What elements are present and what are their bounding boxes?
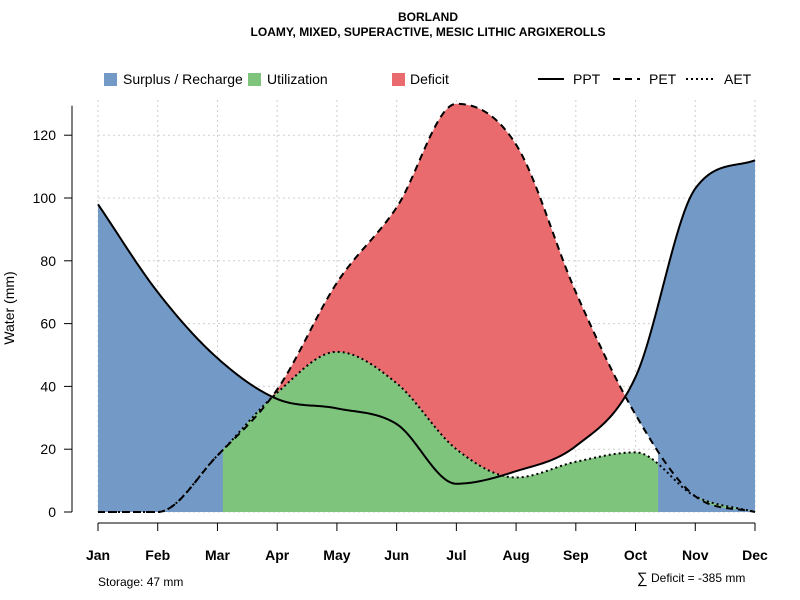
y-tick-label: 20 — [40, 441, 56, 457]
x-tick-label: Jan — [86, 547, 110, 563]
y-tick-label: 120 — [33, 127, 57, 143]
utilization-base-area — [98, 397, 755, 512]
x-tick-label: May — [323, 547, 350, 563]
x-tick-label: Aug — [502, 547, 529, 563]
storage-note: Storage: 47 mm — [98, 575, 183, 589]
legend: Surplus / Recharge Utilization Deficit P… — [104, 71, 752, 87]
legend-label-deficit: Deficit — [410, 71, 449, 87]
series-lines — [97, 102, 756, 513]
legend-swatch-surplus — [104, 73, 117, 86]
legend-label-pet: PET — [649, 71, 677, 87]
y-tick-label: 80 — [40, 253, 56, 269]
surplus-base-area — [658, 451, 755, 512]
x-tick-label: Feb — [145, 547, 170, 563]
ppt-line — [97, 159, 756, 485]
legend-label-surplus: Surplus / Recharge — [123, 71, 243, 87]
area-fills — [98, 103, 755, 512]
legend-swatch-deficit — [392, 73, 405, 86]
x-tick-label: Jul — [446, 547, 466, 563]
x-tick-label: Oct — [624, 547, 648, 563]
surplus-area — [626, 160, 755, 512]
legend-label-utilization: Utilization — [267, 71, 328, 87]
surplus-area — [98, 204, 271, 512]
x-tick-label: Sep — [563, 547, 589, 563]
x-tick-label: Dec — [742, 547, 768, 563]
legend-swatch-utilization — [248, 73, 261, 86]
x-tick-label: Mar — [205, 547, 230, 563]
x-tick-label: Jun — [384, 547, 409, 563]
y-tick-label: 40 — [40, 378, 56, 394]
pet-line — [98, 102, 756, 513]
utilization-area — [273, 351, 503, 484]
y-tick-label: 100 — [33, 190, 57, 206]
legend-label-ppt: PPT — [573, 71, 601, 87]
chart-subtitle: LOAMY, MIXED, SUPERACTIVE, MESIC LITHIC … — [251, 25, 606, 39]
sum-symbol: ∑ — [637, 570, 648, 587]
axes: 0 20 40 60 80 100 120 Jan Feb Mar Apr May Jun Jul Aug S… — [33, 105, 768, 563]
x-tick-label: Nov — [682, 547, 709, 563]
x-tick-label: Apr — [265, 547, 290, 563]
chart-title: BORLAND — [398, 10, 458, 24]
deficit-area — [272, 103, 626, 476]
deficit-note: Deficit = -385 mm — [651, 571, 745, 585]
surplus-base-area — [98, 450, 223, 512]
y-tick-label: 0 — [48, 504, 56, 520]
y-tick-label: 60 — [40, 316, 56, 332]
y-axis-label: Water (mm) — [1, 271, 17, 344]
legend-label-aet: AET — [724, 71, 752, 87]
